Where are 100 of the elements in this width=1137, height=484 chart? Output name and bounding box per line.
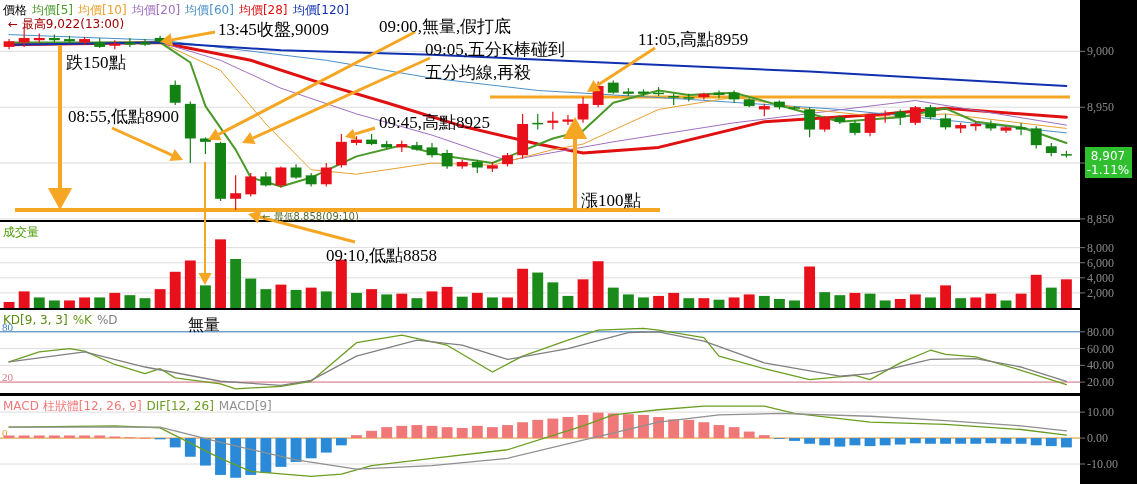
text: 均價[5] (31, 3, 73, 17)
bar (33, 435, 45, 439)
bar (366, 430, 378, 439)
bar (517, 422, 529, 439)
bar (925, 438, 936, 444)
bar (215, 239, 226, 308)
bar (653, 417, 665, 439)
text: 均價[60] (184, 3, 234, 17)
candlestick (335, 133, 347, 169)
y-tick-label: 8,950 (1087, 100, 1114, 115)
bar (789, 300, 800, 308)
bar (320, 438, 332, 453)
bar (592, 261, 604, 308)
text: 均價[120] (291, 3, 349, 17)
bar (1060, 438, 1072, 448)
bar (622, 294, 634, 308)
bar (456, 427, 468, 439)
bar (728, 427, 740, 439)
y-tick-label: 2,000 (1087, 285, 1114, 300)
text: 均價[28] (237, 3, 288, 17)
candlestick (1030, 125, 1042, 150)
candlestick (169, 79, 181, 106)
bar (502, 297, 513, 308)
bar (532, 272, 544, 308)
text: MACD[9] (218, 399, 272, 413)
bar (789, 438, 800, 441)
bar (441, 427, 453, 439)
annotation: 跌150點 (66, 53, 126, 72)
y-tick-label: 80.00 (1087, 324, 1114, 339)
bar (864, 293, 876, 308)
bar (1030, 274, 1042, 308)
annotation: 無量 (188, 316, 220, 333)
bar (351, 435, 362, 439)
bar (320, 291, 332, 308)
bar (909, 438, 921, 444)
ref-line-label: 20 (2, 371, 14, 384)
bar (743, 431, 755, 439)
candlestick (985, 120, 997, 132)
bar (653, 295, 665, 308)
bar (849, 292, 861, 308)
bar (215, 438, 226, 475)
bar (18, 435, 30, 439)
annotation: 五分均線,再殺 (425, 63, 532, 82)
bar (1030, 438, 1042, 446)
annotation: 09:00,無量,假打底 (379, 17, 512, 36)
bar (909, 294, 921, 308)
bar (622, 414, 634, 439)
bar (713, 425, 725, 439)
bar (1000, 438, 1012, 444)
bar (577, 279, 589, 308)
bar (260, 289, 272, 308)
bar (819, 292, 831, 308)
bar (305, 287, 317, 308)
bar (260, 438, 272, 473)
annotation: 09:05,五分K棒碰到 (425, 40, 566, 59)
candlestick (320, 162, 332, 188)
bar (804, 266, 816, 308)
bar (532, 419, 544, 439)
bar (456, 296, 468, 308)
bar (940, 438, 951, 444)
bar (351, 292, 362, 308)
bar (471, 425, 483, 439)
text: 均價[20] (130, 3, 181, 17)
bar (124, 295, 136, 308)
bar (955, 298, 967, 308)
bar (169, 271, 181, 308)
bar (985, 293, 997, 308)
candlestick (1015, 122, 1027, 136)
annotation: ← 最高9,022(13:00) (8, 17, 125, 31)
bar (486, 297, 498, 308)
candlestick (728, 89, 740, 104)
y-tick-label: 8,850 (1087, 211, 1114, 226)
bar (33, 297, 45, 308)
bar (426, 425, 438, 439)
y-tick-label: 6,000 (1087, 255, 1114, 270)
bar (411, 298, 423, 308)
text: 均價[10] (77, 3, 127, 17)
bar (955, 438, 967, 444)
bar (396, 425, 408, 439)
bar (879, 438, 891, 446)
bar (668, 292, 680, 308)
y-tick-label: -10.00 (1087, 457, 1118, 472)
line-series (8, 412, 1068, 470)
legend-title: 成交量 (3, 225, 39, 239)
bar (94, 297, 106, 308)
bar (985, 438, 997, 444)
bar (743, 294, 755, 308)
bar (804, 438, 816, 444)
y-tick-label: 10.00 (1087, 405, 1114, 420)
bar (879, 300, 891, 308)
series-label: %K (72, 313, 94, 327)
bar (366, 289, 378, 308)
bar (894, 298, 906, 308)
bar (1015, 438, 1027, 444)
bar (698, 422, 710, 439)
candlestick (124, 37, 136, 48)
bar (562, 295, 574, 308)
annotation: 漲100點 (581, 191, 641, 210)
bar (683, 419, 695, 439)
y-tick-label: 20.00 (1087, 375, 1114, 390)
